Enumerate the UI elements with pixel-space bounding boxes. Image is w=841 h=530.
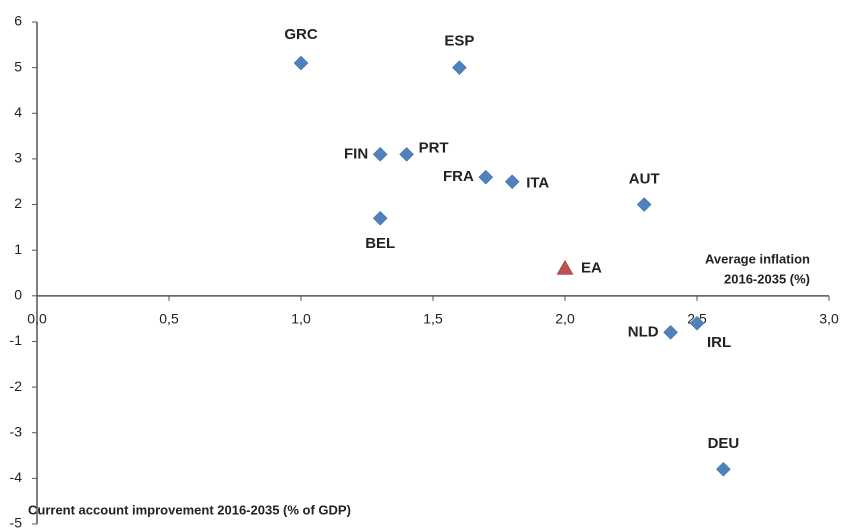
x-tick-label: 3,0 bbox=[819, 311, 839, 327]
x-tick-label: 0,0 bbox=[27, 311, 47, 327]
point-label: NLD bbox=[628, 323, 659, 340]
point bbox=[399, 146, 414, 162]
x-axis-title: Average inflation bbox=[705, 251, 810, 266]
point bbox=[372, 146, 388, 162]
y-tick-label: -2 bbox=[10, 378, 23, 394]
y-tick-label: 3 bbox=[14, 150, 22, 166]
y-tick-label: 5 bbox=[14, 58, 22, 74]
y-tick-label: 4 bbox=[14, 104, 22, 120]
x-tick-label: 0,5 bbox=[159, 311, 179, 327]
y-tick-label: -3 bbox=[10, 423, 23, 439]
point bbox=[556, 259, 574, 275]
y-tick-label: -5 bbox=[10, 515, 23, 530]
point bbox=[372, 210, 388, 226]
point-label: PRT bbox=[419, 139, 449, 156]
x-tick-label: 2,0 bbox=[555, 311, 575, 327]
point bbox=[293, 55, 309, 71]
point bbox=[716, 461, 731, 477]
point-label: IRL bbox=[707, 334, 731, 351]
y-tick-label: 0 bbox=[14, 287, 22, 303]
y-tick-label: -4 bbox=[10, 469, 23, 485]
point bbox=[689, 315, 705, 331]
point-label: ITA bbox=[526, 175, 549, 192]
point-label: GRC bbox=[284, 26, 318, 43]
point bbox=[663, 324, 678, 340]
y-tick-label: 1 bbox=[14, 241, 22, 257]
point-label: ESP bbox=[444, 33, 474, 50]
x-tick-label: 1,5 bbox=[423, 311, 443, 327]
x-tick-label: 1,0 bbox=[291, 311, 311, 327]
point-label: DEU bbox=[708, 435, 740, 452]
point-label: FIN bbox=[344, 145, 368, 162]
point bbox=[636, 197, 652, 212]
point bbox=[452, 60, 467, 75]
point bbox=[478, 169, 494, 185]
point-label: BEL bbox=[365, 235, 395, 252]
point-label: EA bbox=[581, 259, 602, 276]
y-axis-title: Current account improvement 2016-2035 (%… bbox=[28, 502, 351, 517]
point bbox=[504, 174, 520, 190]
y-tick-label: 2 bbox=[14, 195, 22, 211]
y-tick-label: -1 bbox=[10, 332, 23, 348]
point-label: FRA bbox=[443, 168, 474, 185]
x-axis-title: 2016-2035 (%) bbox=[724, 271, 810, 286]
point-label: AUT bbox=[629, 171, 660, 188]
y-tick-label: 6 bbox=[14, 13, 22, 29]
